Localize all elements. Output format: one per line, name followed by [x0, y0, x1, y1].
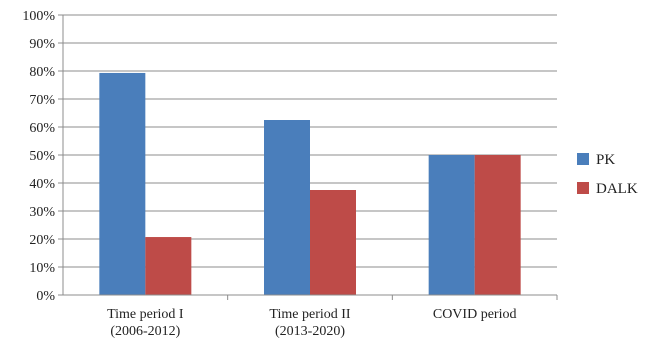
x-category-label-line: Time period I [107, 307, 184, 322]
legend-swatch [577, 153, 589, 165]
y-axis: 0% 10% 20% 30% 40% 50% 60% 70% 80% 90% 100% [22, 9, 64, 304]
x-category-label: Time period I (2006-2012) [107, 307, 184, 339]
x-category-label-line: COVID period [433, 307, 517, 322]
y-tick-label: 0% [36, 289, 55, 304]
y-tick-label: 70% [29, 93, 55, 108]
legend-swatch [577, 182, 589, 194]
bar-pk-2 [264, 120, 310, 295]
x-category-label-line: (2006-2012) [110, 324, 180, 339]
bar-dalk-2 [310, 190, 356, 295]
bars [99, 72, 521, 296]
legend-label: DALK [596, 181, 638, 197]
x-category-label: COVID period [433, 307, 517, 322]
x-category-label-line: (2013-2020) [275, 324, 345, 339]
bar-pk-3 [428, 155, 475, 295]
bar-dalk-3 [474, 155, 521, 295]
bar-pk-1 [99, 72, 146, 296]
y-tick-label: 30% [29, 205, 55, 220]
y-tick-label: 60% [29, 121, 55, 136]
y-tick-label: 90% [29, 37, 55, 52]
x-axis: Time period I (2006-2012) Time period II (2… [63, 294, 558, 339]
y-tick-label: 100% [22, 9, 55, 24]
y-tick-label: 10% [29, 261, 55, 276]
y-tick-label: 20% [29, 233, 55, 248]
y-tick-label: 80% [29, 65, 55, 80]
y-tick-label: 50% [29, 149, 55, 164]
legend: PK DALK [577, 152, 638, 197]
legend-item-pk: PK [577, 152, 615, 168]
y-tick-label: 40% [29, 177, 55, 192]
x-category-label-line: Time period II [269, 307, 350, 322]
legend-item-dalk: DALK [577, 181, 638, 197]
legend-label: PK [596, 152, 615, 168]
x-category-label: Time period II (2013-2020) [269, 307, 350, 339]
bar-dalk-1 [145, 237, 192, 295]
